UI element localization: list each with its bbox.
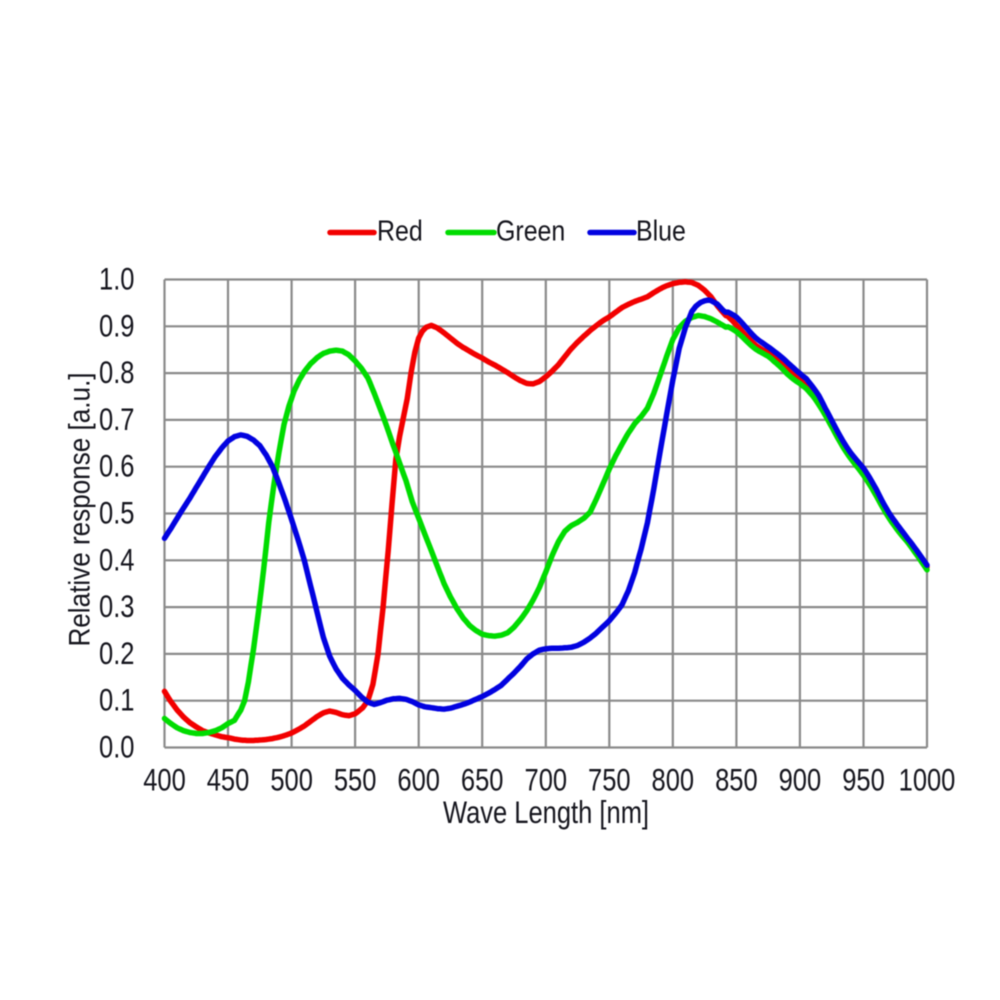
svg-text:850: 850 [715, 763, 758, 798]
svg-text:0.3: 0.3 [99, 590, 134, 625]
svg-text:700: 700 [525, 763, 568, 798]
svg-text:Green: Green [496, 215, 565, 247]
svg-text:Blue: Blue [636, 215, 686, 247]
svg-text:1000: 1000 [899, 763, 956, 798]
svg-text:0.6: 0.6 [99, 449, 134, 484]
svg-text:0.8: 0.8 [99, 356, 134, 391]
svg-text:Red: Red [377, 215, 423, 247]
svg-text:Relative response [a.u.]: Relative response [a.u.] [63, 372, 96, 646]
svg-text:0.9: 0.9 [99, 309, 134, 344]
svg-text:0.7: 0.7 [99, 402, 134, 437]
svg-text:0.1: 0.1 [99, 683, 134, 718]
svg-text:750: 750 [588, 763, 631, 798]
svg-text:400: 400 [143, 763, 186, 798]
svg-text:600: 600 [397, 763, 440, 798]
svg-text:0.4: 0.4 [99, 543, 135, 578]
svg-text:550: 550 [334, 763, 377, 798]
svg-text:650: 650 [461, 763, 504, 798]
svg-text:0.5: 0.5 [99, 496, 134, 531]
svg-text:Wave Length [nm]: Wave Length [nm] [443, 796, 649, 831]
svg-text:800: 800 [652, 763, 695, 798]
svg-text:0.0: 0.0 [99, 730, 134, 765]
svg-text:1.0: 1.0 [99, 262, 134, 297]
svg-text:500: 500 [270, 763, 313, 798]
svg-text:950: 950 [842, 763, 885, 798]
svg-text:0.2: 0.2 [99, 636, 134, 671]
svg-text:900: 900 [779, 763, 822, 798]
svg-text:450: 450 [207, 763, 250, 798]
